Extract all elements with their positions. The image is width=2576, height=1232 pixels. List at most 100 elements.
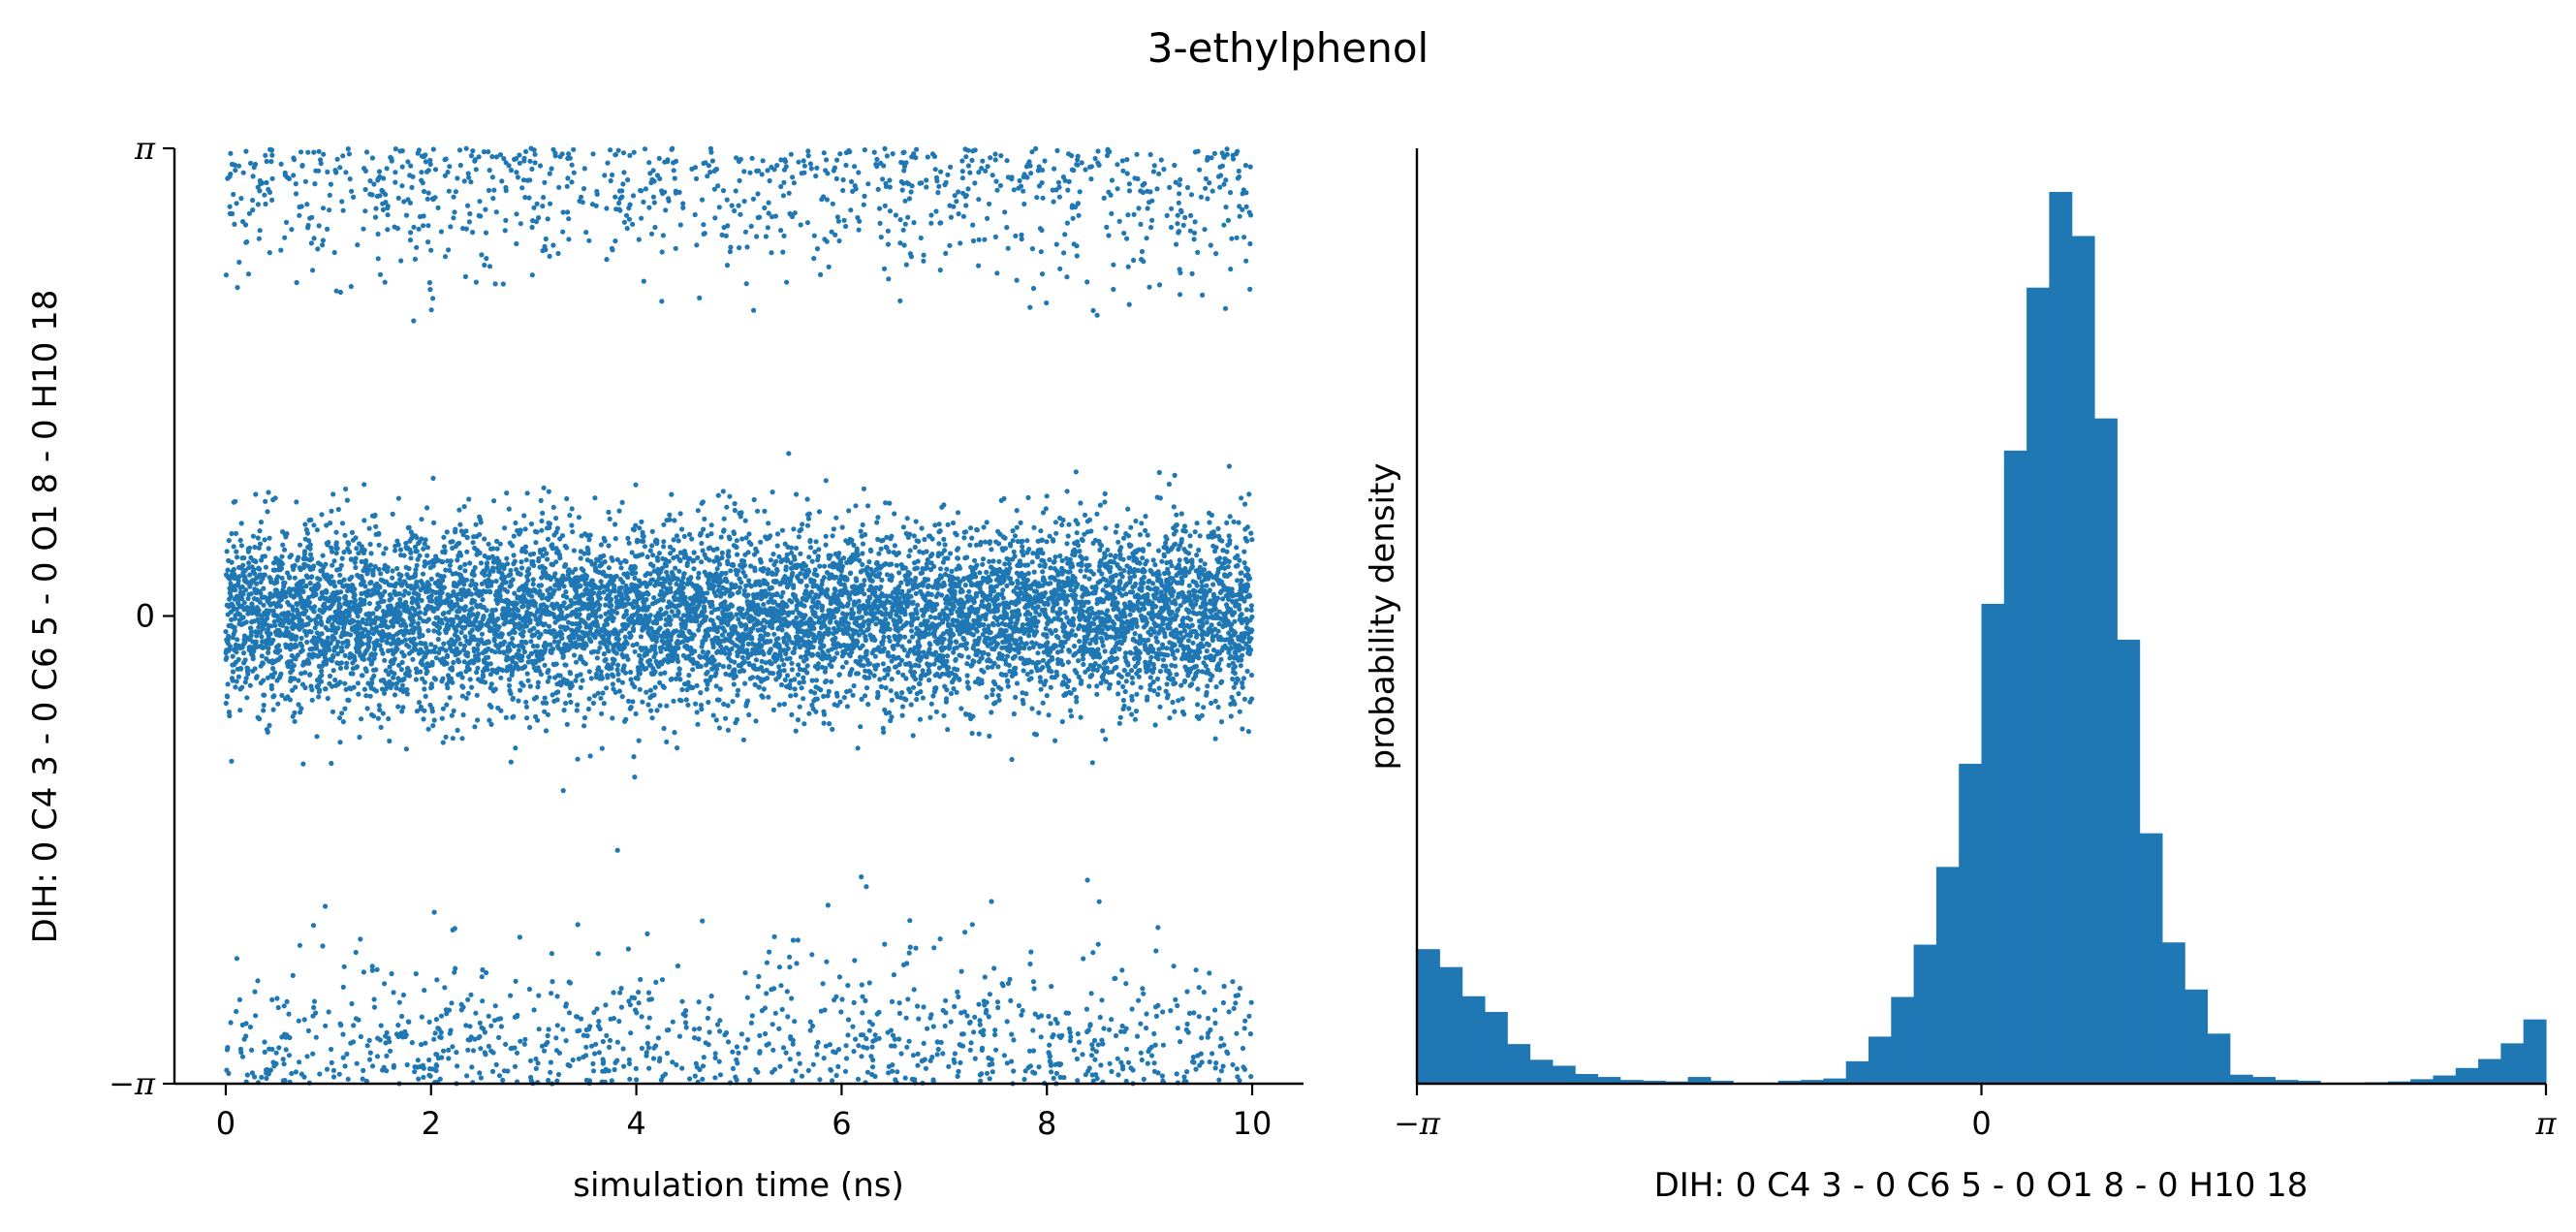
scatter-point: [717, 1072, 724, 1078]
scatter-point: [440, 578, 446, 584]
scatter-point: [269, 996, 275, 1002]
scatter-point: [496, 1073, 503, 1079]
scatter-point: [319, 668, 325, 674]
scatter-point: [556, 1050, 563, 1056]
scatter-point: [567, 155, 573, 161]
scatter-point: [308, 240, 314, 246]
scatter-point: [522, 549, 529, 555]
scatter-point: [724, 263, 731, 269]
scatter-point: [358, 607, 363, 613]
scatter-point: [292, 562, 298, 568]
scatter-point: [259, 634, 265, 640]
scatter-point: [300, 578, 306, 584]
scatter-point: [234, 549, 239, 554]
scatter-point: [363, 149, 370, 155]
scatter-point: [384, 166, 390, 172]
scatter-point: [452, 969, 457, 975]
scatter-point: [342, 706, 348, 711]
scatter-point: [364, 593, 370, 599]
scatter-point: [558, 609, 565, 616]
scatter-point: [353, 949, 359, 956]
scatter-point: [387, 1039, 393, 1045]
scatter-point: [339, 555, 345, 561]
scatter-point: [353, 535, 359, 541]
scatter-point: [380, 711, 386, 716]
scatter-point: [271, 618, 277, 624]
scatter-point: [245, 611, 251, 616]
scatter-point: [248, 625, 254, 631]
scatter-point: [505, 1068, 511, 1074]
scatter-point: [282, 580, 288, 586]
scatter-point: [586, 1078, 593, 1084]
scatter-point: [446, 247, 452, 253]
scatter-point: [613, 194, 618, 200]
scatter-point: [513, 978, 518, 984]
scatter-point: [425, 616, 432, 622]
scatter-point: [296, 554, 301, 560]
scatter-point: [480, 597, 486, 603]
scatter-point: [641, 278, 646, 284]
scatter-point: [513, 745, 518, 751]
scatter-point: [477, 1020, 483, 1026]
scatter-point: [583, 573, 590, 579]
scatter-point: [593, 203, 599, 208]
scatter-point: [236, 259, 242, 266]
scatter-point: [469, 684, 475, 690]
scatter-point: [366, 630, 372, 636]
scatter-point: [407, 237, 414, 243]
scatter-point: [430, 146, 436, 152]
scatter-point: [431, 909, 437, 915]
scatter-point: [493, 578, 499, 584]
scatter-point: [627, 152, 633, 158]
scatter-point: [438, 229, 444, 235]
scatter-point: [707, 170, 713, 175]
scatter-point: [415, 1058, 421, 1063]
scatter-point: [487, 661, 493, 667]
scatter-point: [637, 590, 643, 596]
scatter-point: [486, 1013, 491, 1019]
scatter-point: [405, 159, 411, 165]
scatter-point: [267, 250, 272, 256]
scatter-point: [477, 550, 483, 556]
scatter-point: [233, 498, 238, 504]
scatter-point: [610, 172, 615, 178]
scatter-point: [335, 506, 341, 513]
scatter-point: [342, 532, 348, 538]
scatter-point: [441, 641, 447, 647]
scatter-point: [336, 595, 342, 602]
scatter-point: [331, 558, 337, 564]
scatter-point: [329, 1059, 334, 1065]
scatter-point: [372, 512, 378, 519]
scatter-point: [695, 575, 702, 581]
scatter-point: [544, 551, 550, 556]
scatter-point: [242, 639, 248, 646]
scatter-point: [313, 646, 320, 651]
scatter-point: [597, 1026, 603, 1032]
scatter-point: [424, 669, 430, 675]
scatter-point: [308, 517, 314, 523]
scatter-point: [645, 604, 651, 610]
scatter-point: [649, 528, 655, 534]
scatter-point: [449, 667, 456, 673]
scatter-point: [547, 171, 552, 176]
scatter-point: [290, 607, 296, 613]
scatter-point: [615, 662, 621, 668]
scatter-point: [433, 1067, 439, 1074]
scatter-point: [241, 600, 247, 606]
scatter-point: [581, 714, 588, 721]
scatter-point: [659, 299, 665, 304]
scatter-point: [512, 629, 518, 636]
scatter-point: [381, 690, 388, 696]
scatter-point: [279, 561, 285, 567]
scatter-point: [585, 551, 591, 556]
scatter-point: [511, 713, 517, 719]
scatter-point: [322, 601, 328, 608]
scatter-point: [373, 205, 379, 211]
scatter-point: [360, 616, 365, 623]
scatter-point: [352, 586, 358, 592]
scatter-point: [273, 604, 279, 610]
scatter-point: [486, 654, 491, 660]
scatter-point: [399, 148, 405, 154]
scatter-point: [295, 652, 300, 658]
scatter-point: [671, 168, 676, 174]
